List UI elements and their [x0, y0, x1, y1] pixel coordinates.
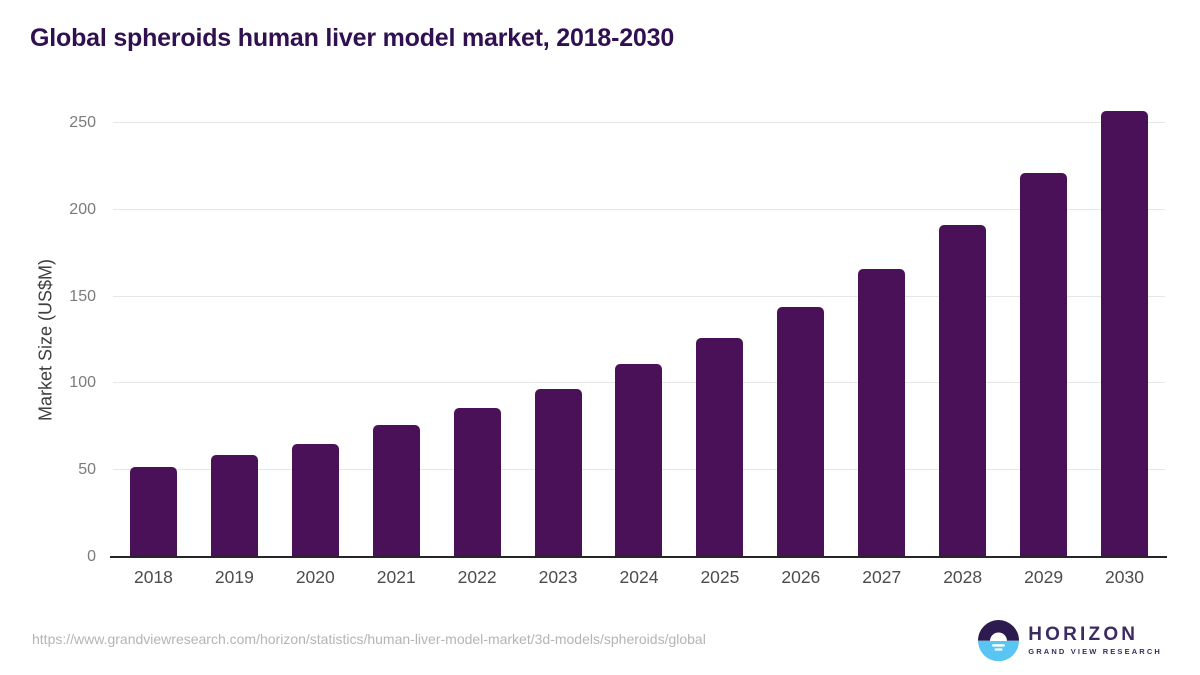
horizon-sun-icon	[978, 620, 1020, 661]
y-tick-100: 100	[69, 374, 96, 392]
bar-2022	[453, 407, 501, 557]
bar-2026	[777, 307, 825, 557]
y-tick-0: 0	[87, 548, 96, 565]
x-axis-line	[110, 556, 1167, 558]
bar-slot-2018	[113, 97, 194, 557]
y-tick-250: 250	[69, 114, 96, 132]
bar-slot-2020	[275, 97, 356, 557]
x-tick-2026: 2026	[781, 567, 821, 587]
bar-slot-2021	[356, 97, 437, 557]
x-tick-2019: 2019	[214, 567, 254, 587]
bar-slot-2029	[1003, 97, 1084, 557]
x-tick-2020: 2020	[295, 567, 335, 587]
y-tick-50: 50	[78, 461, 96, 479]
bars-container	[113, 97, 1165, 557]
bar-2027	[858, 268, 906, 557]
x-tick-2029: 2029	[1024, 567, 1064, 587]
bar-slot-2028	[922, 97, 1003, 557]
plot-area	[110, 97, 1167, 558]
bar-2019	[210, 454, 258, 557]
bar-2020	[291, 444, 339, 557]
bar-slot-2026	[760, 97, 841, 557]
x-tick-2028: 2028	[943, 567, 983, 587]
bar-2018	[129, 466, 177, 557]
bar-slot-2025	[679, 97, 760, 557]
chart-title: Global spheroids human liver model marke…	[30, 24, 675, 52]
bar-2029	[1020, 173, 1068, 557]
x-tick-2025: 2025	[700, 567, 740, 587]
bar-2025	[696, 338, 744, 557]
bar-slot-2030	[1084, 97, 1165, 557]
gridline-250	[113, 122, 1165, 124]
horizon-logo: HORIZON GRAND VIEW RESEARCH	[978, 620, 1162, 661]
x-tick-2021: 2021	[376, 567, 416, 587]
logo-subtitle: GRAND VIEW RESEARCH	[1028, 647, 1162, 656]
x-tick-2023: 2023	[538, 567, 578, 587]
x-tick-2024: 2024	[619, 567, 659, 587]
y-tick-150: 150	[69, 287, 96, 305]
bar-2024	[615, 364, 663, 557]
x-tick-2022: 2022	[457, 567, 497, 587]
y-tick-200: 200	[69, 200, 96, 218]
bar-2023	[534, 388, 582, 557]
gridline-150	[113, 295, 1165, 297]
logo-name: HORIZON	[1028, 624, 1139, 645]
bar-slot-2019	[194, 97, 275, 557]
x-tick-2030: 2030	[1105, 567, 1144, 587]
bar-2028	[939, 225, 987, 557]
gridline-200	[113, 208, 1165, 210]
bar-slot-2024	[599, 97, 680, 557]
bar-slot-2022	[437, 97, 518, 557]
x-tick-2018: 2018	[133, 567, 173, 587]
y-axis-tick-labels: 0 50 100 150 200 250	[0, 97, 96, 565]
bar-slot-2023	[518, 97, 599, 557]
bar-slot-2027	[841, 97, 922, 557]
source-url: https://www.grandviewresearch.com/horizo…	[32, 631, 706, 647]
bar-2021	[372, 425, 420, 557]
bar-2030	[1101, 110, 1149, 557]
logo-text: HORIZON GRAND VIEW RESEARCH	[1028, 624, 1162, 657]
x-axis-tick-labels: 2018 2019 2020 2021 2022 2023 2024 2025 2026 2027…	[113, 567, 1165, 588]
x-tick-2027: 2027	[862, 567, 902, 587]
